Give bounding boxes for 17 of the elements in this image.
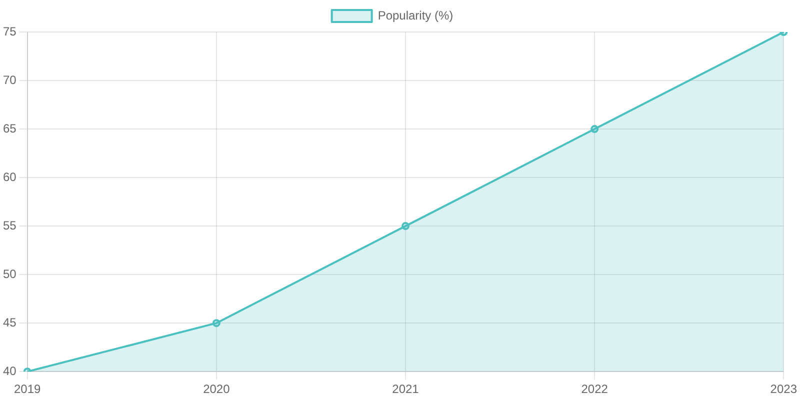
x-tick-label: 2020	[203, 382, 230, 396]
x-tick-label: 2021	[392, 382, 420, 396]
y-tick-label: 75	[2, 24, 17, 38]
x-tick-label: 2023	[770, 382, 798, 396]
legend-label: Popularity (%)	[378, 8, 454, 22]
y-tick-label: 50	[2, 266, 17, 281]
x-tick-label: 2022	[581, 382, 608, 396]
x-tick-label: 2019	[14, 382, 42, 396]
point	[402, 222, 410, 230]
y-tick-label: 70	[2, 72, 17, 87]
y-tick-label: 65	[2, 121, 17, 136]
y-tick-label: 60	[2, 170, 17, 184]
y-tick-label: 55	[2, 218, 17, 232]
y-tick-label: 45	[2, 315, 17, 330]
y-tick-label: 40	[2, 364, 17, 378]
point	[212, 319, 220, 328]
point	[590, 125, 599, 134]
